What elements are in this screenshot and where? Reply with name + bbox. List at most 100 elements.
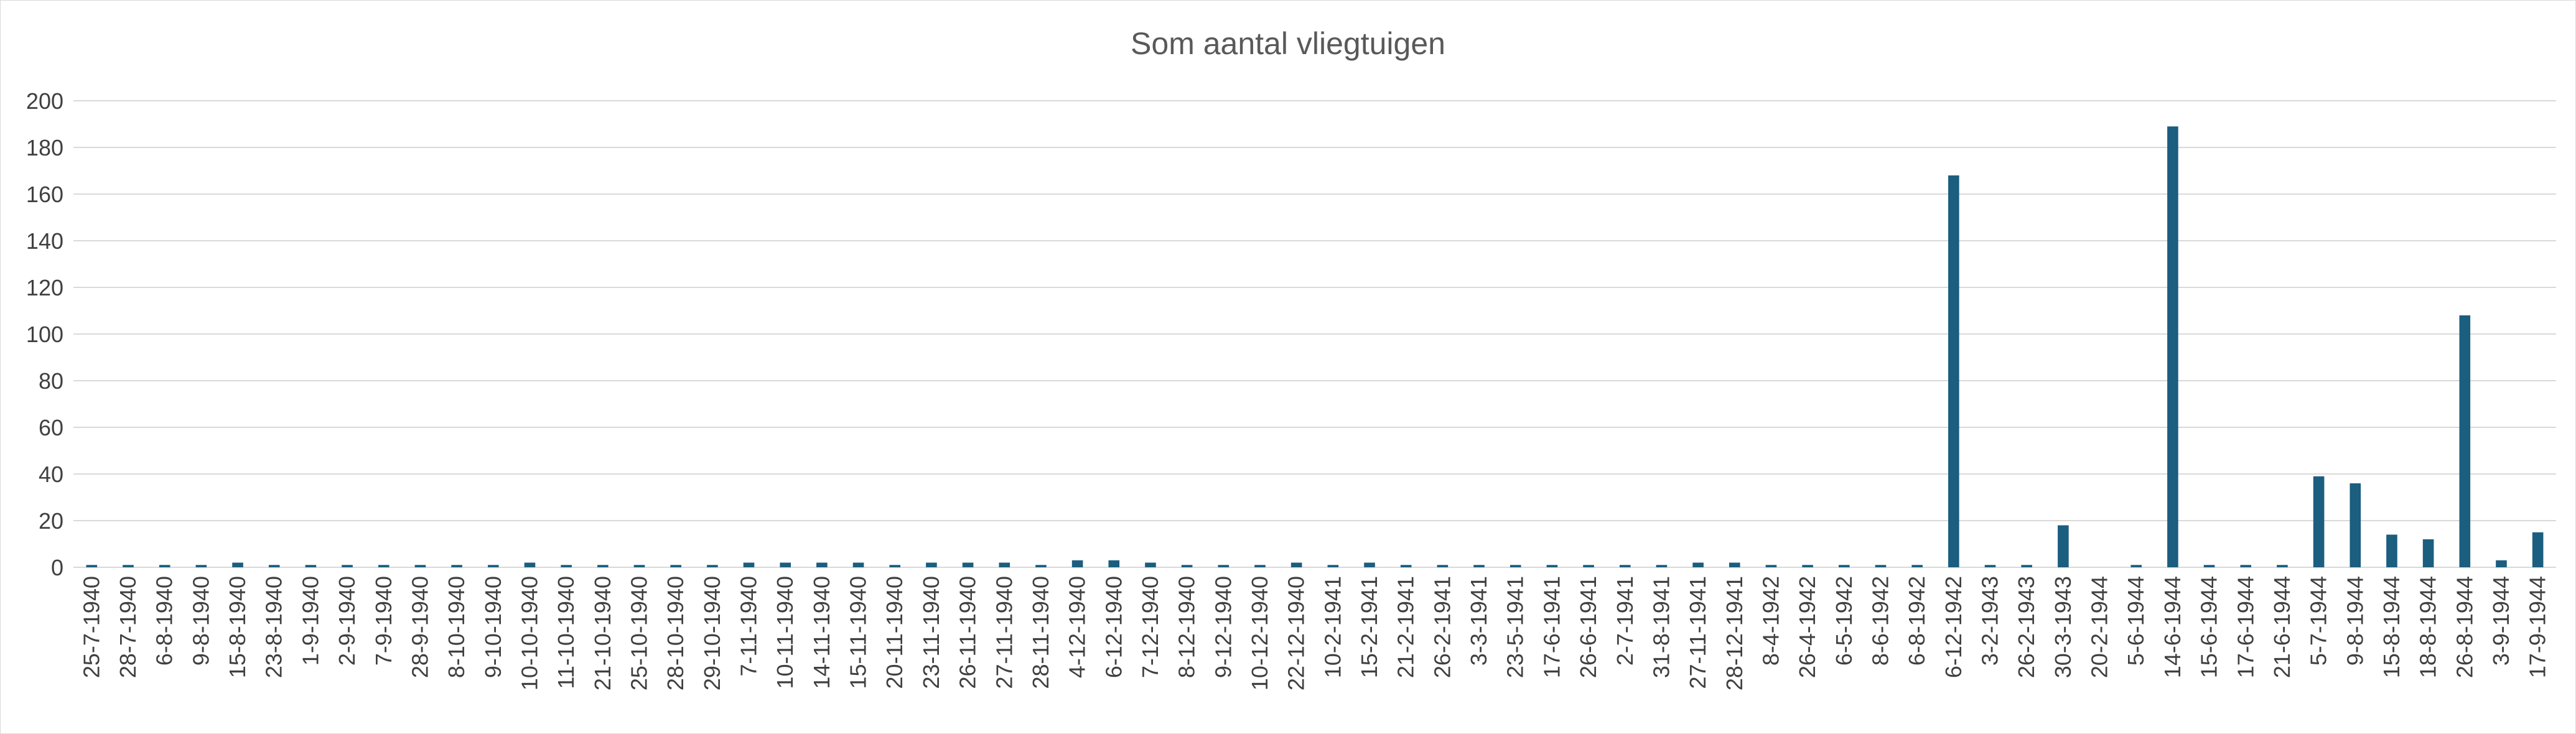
bar	[2350, 483, 2361, 567]
x-tick-label: 3-3-1941	[1466, 576, 1491, 666]
bar	[1984, 565, 1996, 567]
bar	[1510, 565, 1521, 567]
bar	[2240, 565, 2252, 567]
bar	[670, 565, 681, 567]
x-tick-label: 21-2-1941	[1393, 576, 1419, 678]
bar	[1802, 565, 1813, 567]
bar	[962, 562, 974, 567]
y-tick-label: 20	[39, 508, 63, 534]
x-tick-label: 26-4-1942	[1794, 576, 1820, 678]
x-tick-label: 15-8-1940	[225, 576, 250, 678]
bar	[633, 565, 645, 567]
bar	[2496, 560, 2507, 567]
bar	[1327, 565, 1339, 567]
x-tick-label: 6-8-1940	[152, 576, 177, 666]
bar	[1911, 565, 1923, 567]
x-tick-label: 14-11-1940	[809, 576, 834, 689]
x-tick-label: 22-12-1940	[1284, 576, 1309, 690]
bar	[926, 562, 937, 567]
x-tick-label: 29-10-1940	[699, 576, 725, 690]
bar	[1035, 565, 1047, 567]
bar	[1546, 565, 1558, 567]
bar	[378, 565, 390, 567]
x-tick-label: 14-6-1944	[2160, 576, 2185, 678]
x-tick-label: 17-9-1944	[2525, 576, 2550, 678]
bar	[1218, 565, 1230, 567]
x-tick-label: 15-6-1944	[2196, 576, 2222, 678]
x-tick-label: 6-12-1940	[1101, 576, 1126, 678]
x-tick-label: 5-6-1944	[2123, 576, 2149, 666]
x-tick-label: 6-8-1942	[1904, 576, 1930, 666]
x-tick-label: 3-2-1943	[1977, 576, 2003, 666]
bar	[1071, 560, 1083, 567]
y-tick-label: 0	[51, 555, 63, 580]
bar	[305, 565, 317, 567]
x-tick-label: 3-9-1944	[2488, 576, 2514, 666]
x-tick-label: 2-9-1940	[334, 576, 360, 666]
bar	[2058, 525, 2069, 567]
x-tick-label: 21-10-1940	[590, 576, 615, 690]
bar	[232, 562, 243, 567]
y-axis-ticks: 0 20 40 60 80 100 120 140 160 180 200	[26, 88, 63, 580]
y-tick-label: 120	[26, 275, 63, 300]
x-tick-label: 10-10-1940	[516, 576, 542, 690]
bar	[1437, 565, 1449, 567]
bar	[1583, 565, 1594, 567]
x-tick-label: 15-8-1944	[2379, 576, 2404, 678]
bar	[999, 562, 1010, 567]
x-tick-label: 20-11-1940	[882, 576, 907, 689]
x-tick-label: 26-2-1941	[1429, 576, 1455, 678]
x-tick-label: 23-5-1941	[1503, 576, 1528, 678]
x-tick-label: 28-7-1940	[115, 576, 141, 678]
x-tick-label: 30-3-1943	[2050, 576, 2076, 678]
bar	[2277, 565, 2288, 567]
x-tick-label: 1-9-1940	[297, 576, 323, 666]
x-tick-label: 15-11-1940	[846, 576, 871, 689]
bar	[159, 565, 170, 567]
bar	[195, 565, 207, 567]
x-tick-label: 8-6-1942	[1867, 576, 1893, 666]
x-tick-label: 9-8-1944	[2342, 576, 2368, 666]
y-tick-label: 200	[26, 88, 63, 114]
x-tick-label: 7-9-1940	[371, 576, 396, 666]
x-tick-label: 28-10-1940	[663, 576, 688, 690]
bar	[451, 565, 462, 567]
bar	[1108, 560, 1120, 567]
x-tick-label: 18-8-1944	[2415, 576, 2441, 678]
x-tick-label: 17-6-1944	[2233, 576, 2258, 678]
bar	[1765, 565, 1777, 567]
x-tick-label: 21-6-1944	[2269, 576, 2295, 678]
bar	[1254, 565, 1266, 567]
bar	[1656, 565, 1668, 567]
bar	[2021, 565, 2032, 567]
x-tick-label: 10-12-1940	[1247, 576, 1272, 690]
bar	[414, 565, 426, 567]
bar	[123, 565, 134, 567]
x-tick-label: 8-12-1940	[1174, 576, 1200, 678]
bar	[889, 565, 901, 567]
x-tick-label: 5-7-1944	[2306, 576, 2331, 666]
bar	[2313, 476, 2325, 567]
chart-title: Som aantal vliegtuigen	[1131, 26, 1445, 61]
bar	[1145, 562, 1156, 567]
bar	[561, 565, 572, 567]
x-tick-label: 17-6-1941	[1539, 576, 1564, 678]
x-tick-label: 28-9-1940	[407, 576, 432, 678]
bar	[2386, 534, 2397, 567]
x-tick-label: 26-8-1944	[2452, 576, 2477, 678]
bar	[707, 565, 718, 567]
x-tick-label: 7-12-1940	[1137, 576, 1163, 678]
x-tick-label: 11-10-1940	[553, 576, 579, 689]
y-tick-label: 60	[39, 415, 63, 440]
bar	[2422, 539, 2434, 567]
bar	[1364, 562, 1375, 567]
bar	[2459, 315, 2471, 567]
bar	[2130, 565, 2142, 567]
y-tick-label: 80	[39, 368, 63, 394]
bar	[597, 565, 609, 567]
bar	[342, 565, 353, 567]
x-tick-label: 20-2-1944	[2087, 576, 2112, 678]
bar	[1619, 565, 1631, 567]
bar	[1729, 562, 1740, 567]
